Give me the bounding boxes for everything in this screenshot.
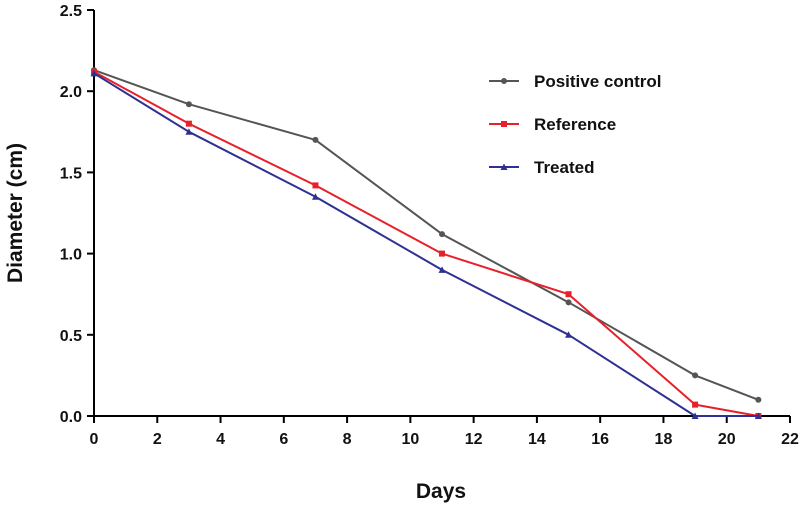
legend: Positive control Reference Treated [489, 72, 662, 177]
x-tick-label: 4 [216, 431, 225, 448]
data-point-reference [692, 401, 699, 408]
data-point-positive-control [312, 136, 319, 143]
data-point-positive-control [439, 231, 445, 238]
data-point-reference [185, 120, 192, 127]
x-tick-label: 0 [90, 431, 99, 448]
x-tick-label: 20 [718, 431, 736, 448]
data-point-positive-control [692, 372, 699, 379]
y-tick-label: 1.0 [60, 247, 82, 264]
x-axis-title: Days [416, 480, 466, 503]
legend-item-reference: Reference [489, 115, 616, 134]
y-tick-label: 1.5 [60, 165, 82, 182]
y-tick-label: 0.5 [60, 328, 82, 345]
x-tick-label: 8 [343, 431, 352, 448]
data-point-treated [565, 331, 573, 338]
data-point-positive-control [755, 396, 762, 403]
legend-marker [501, 78, 507, 84]
y-tick-label: 2.5 [60, 3, 82, 20]
legend-marker [500, 163, 508, 170]
legend-label: Positive control [534, 72, 662, 91]
axes: 0 2 4 6 8 10 12 14 16 18 20 22 0.0 0.5 1.0 1.5 2.0 2.5 [60, 3, 799, 448]
x-tick-label: 6 [279, 431, 288, 448]
x-tick-label: 10 [401, 431, 419, 448]
series-reference [91, 68, 762, 419]
x-tick-label: 22 [781, 431, 799, 448]
legend-label: Treated [534, 158, 594, 177]
data-point-reference [312, 182, 319, 189]
data-point-treated [691, 412, 699, 419]
y-tick-label: 2.0 [60, 84, 82, 101]
legend-item-treated: Treated [489, 158, 594, 177]
y-tick-label: 0.0 [60, 409, 82, 426]
data-point-positive-control [565, 299, 572, 306]
x-tick-label: 2 [153, 431, 162, 448]
y-axis-title: Diameter (cm) [4, 143, 27, 283]
series-line-reference [93, 70, 759, 417]
x-tick-label: 14 [528, 431, 546, 448]
series-layer [90, 67, 762, 419]
data-point-treated [311, 193, 319, 200]
series-positive-control [91, 67, 762, 403]
data-point-positive-control [185, 101, 192, 108]
legend-marker [501, 121, 507, 127]
x-tick-label: 18 [655, 431, 673, 448]
data-point-treated [754, 412, 762, 419]
series-line-positive-control [93, 69, 759, 401]
series-treated [90, 69, 762, 419]
data-point-treated [90, 69, 98, 77]
x-tick-label: 16 [591, 431, 609, 448]
data-point-reference [565, 291, 572, 298]
legend-item-positive-control: Positive control [489, 72, 662, 91]
x-tick-label: 12 [465, 431, 483, 448]
data-point-treated [438, 266, 446, 273]
legend-label: Reference [534, 115, 616, 134]
data-point-reference [439, 250, 445, 257]
data-point-treated [185, 128, 193, 135]
